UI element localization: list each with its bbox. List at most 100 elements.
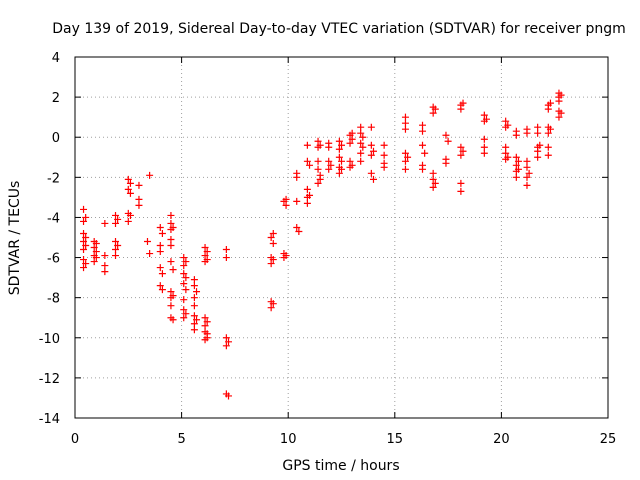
data-point (82, 213, 90, 221)
data-point (421, 149, 429, 157)
data-point (401, 149, 409, 157)
data-point (135, 201, 143, 209)
data-point (90, 258, 98, 266)
data-point (457, 105, 465, 113)
data-point (182, 310, 190, 318)
data-point (303, 157, 311, 165)
data-point (126, 179, 134, 187)
data-point (269, 256, 277, 264)
data-point (431, 105, 439, 113)
data-point (267, 304, 275, 312)
data-point (303, 185, 311, 193)
data-point (523, 173, 531, 181)
y-tick-labels: -14 -12 -10 -8 -6 -4 -2 0 2 4 (39, 51, 60, 427)
data-point (338, 141, 345, 149)
data-point (429, 175, 437, 183)
data-point (401, 119, 409, 127)
data-point (314, 137, 322, 145)
data-point (306, 161, 314, 169)
data-point (180, 270, 188, 278)
data-point (267, 234, 275, 241)
data-point (419, 165, 427, 173)
y-tick-label: -2 (47, 171, 60, 186)
y-tick-label: -14 (39, 412, 60, 427)
data-point (369, 147, 377, 155)
data-point (303, 199, 311, 207)
y-tick-label: 2 (52, 91, 60, 106)
data-point (169, 292, 177, 300)
data-point (504, 121, 512, 129)
data-point (338, 165, 345, 173)
data-point (158, 229, 166, 237)
data-point (101, 219, 109, 227)
data-points (80, 89, 565, 400)
plot-frame (74, 56, 609, 419)
data-point (190, 294, 198, 302)
data-point (457, 179, 465, 187)
data-point (201, 322, 209, 330)
data-point (512, 161, 520, 169)
data-point (101, 252, 109, 260)
data-point (534, 147, 542, 155)
data-point (282, 201, 290, 209)
data-point (193, 316, 201, 324)
data-point (114, 215, 122, 223)
grid-lines (75, 57, 608, 418)
data-point (156, 282, 164, 290)
data-point (156, 248, 164, 256)
data-point (512, 153, 520, 161)
x-tick-label: 10 (280, 432, 297, 447)
data-point (480, 143, 488, 151)
data-point (419, 121, 427, 129)
data-point (293, 197, 301, 205)
data-point (314, 165, 322, 173)
data-point (380, 163, 388, 171)
data-point (514, 165, 522, 173)
data-point (316, 175, 324, 183)
data-point (306, 191, 314, 199)
data-point (222, 390, 230, 398)
data-point (346, 139, 354, 147)
data-point (269, 240, 277, 248)
y-tick-label: -6 (47, 252, 60, 267)
data-point (158, 286, 166, 294)
x-tick-label: 0 (71, 432, 79, 447)
y-axis-label: SDTVAR / TECUs (7, 181, 23, 296)
data-point (90, 244, 98, 252)
data-point (359, 143, 367, 151)
data-point (401, 165, 409, 173)
data-point (544, 143, 552, 151)
data-point (359, 133, 367, 141)
data-point (203, 334, 211, 342)
data-point (293, 223, 301, 231)
data-point (514, 157, 522, 165)
data-point (380, 141, 388, 149)
data-point (182, 274, 190, 282)
data-point (502, 149, 510, 157)
data-point (480, 111, 488, 119)
data-point (203, 318, 211, 326)
data-point (225, 338, 233, 346)
data-point (114, 242, 122, 250)
data-point (512, 131, 520, 139)
y-tick-label: -12 (39, 372, 60, 387)
data-point (546, 99, 554, 107)
data-point (80, 256, 88, 264)
data-point (222, 334, 230, 342)
data-point (112, 252, 120, 260)
data-point (182, 286, 190, 294)
data-point (357, 149, 365, 157)
data-point (303, 141, 311, 149)
data-point (124, 217, 132, 225)
data-point (557, 91, 565, 99)
data-point (92, 240, 100, 248)
data-point (167, 258, 175, 266)
data-point (369, 175, 377, 183)
data-point (442, 159, 450, 167)
data-point (203, 256, 211, 264)
data-point (367, 141, 375, 149)
data-point (348, 129, 356, 137)
data-point (502, 143, 510, 151)
data-point (348, 135, 356, 143)
data-point (143, 238, 151, 246)
